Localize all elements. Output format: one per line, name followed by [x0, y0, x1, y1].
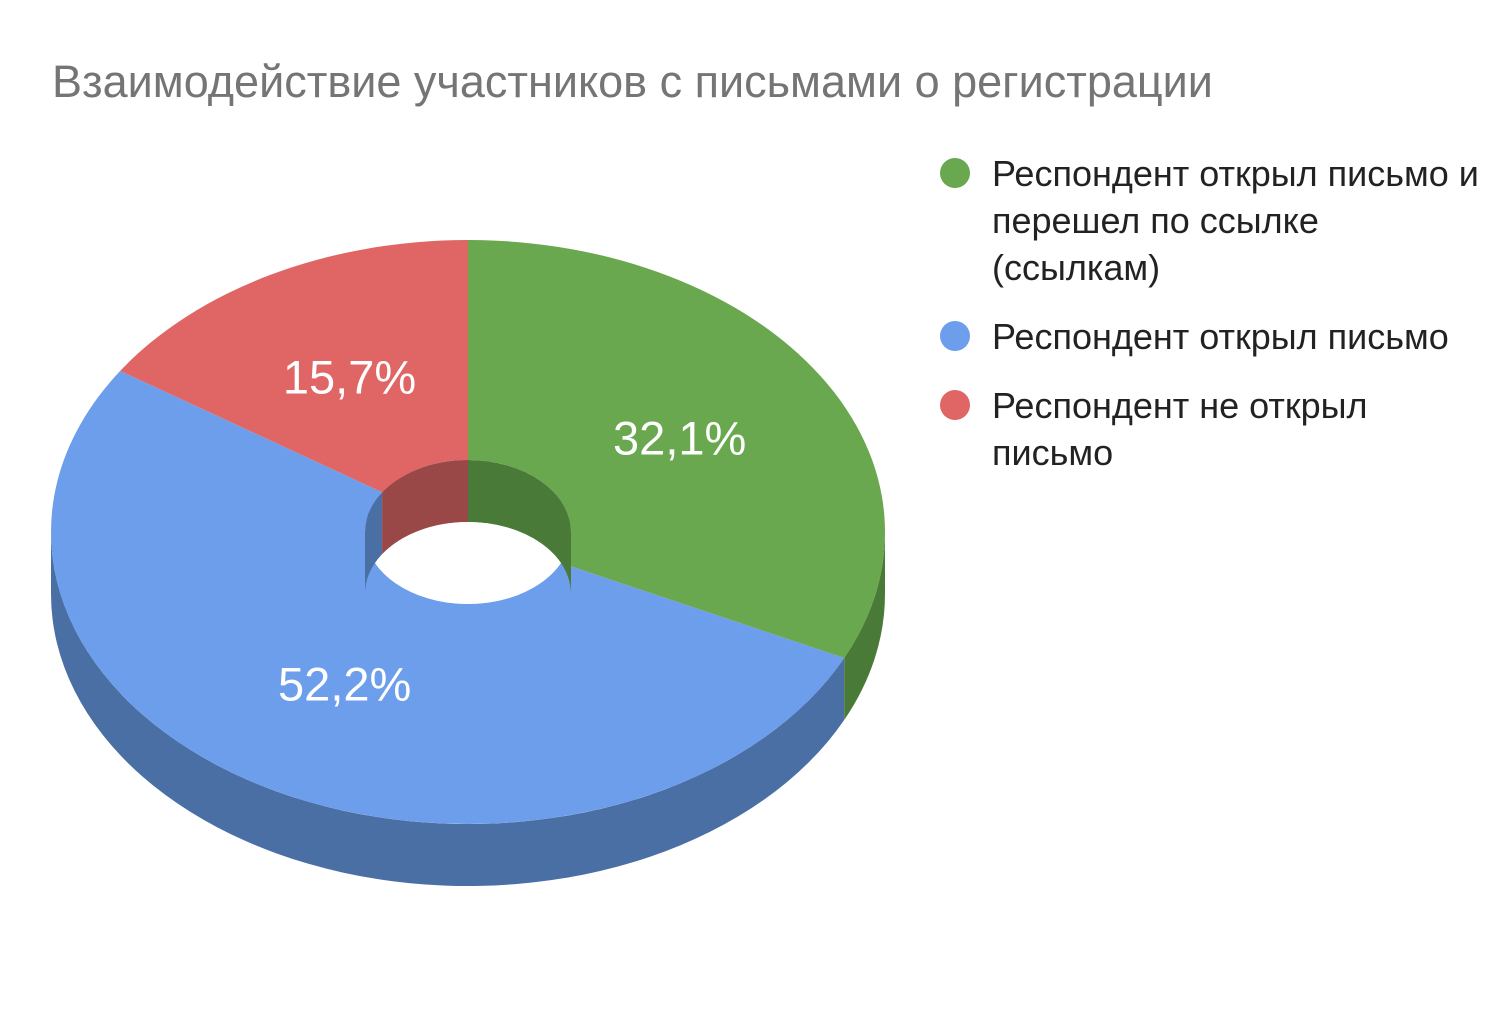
legend-label: Респондент не открыл письмо: [992, 385, 1368, 473]
legend-label: Респондент открыл письмо и перешел по сс…: [992, 153, 1479, 288]
legend-item[interactable]: Респондент открыл письмо и перешел по сс…: [940, 150, 1480, 291]
pie-side-0: [844, 532, 886, 720]
chart-title: Взаимодействие участников с письмами о р…: [52, 56, 1213, 107]
legend: Респондент открыл письмо и перешел по сс…: [940, 150, 1480, 498]
pie-hole-floor: [365, 522, 571, 604]
slice-label-2: 15,7%: [283, 351, 416, 404]
slice-label-1: 52,2%: [278, 658, 411, 711]
legend-label: Респондент открыл письмо: [992, 316, 1449, 357]
pie-hole-wall-1-0: [365, 492, 383, 594]
pie-side-1: [51, 532, 845, 887]
pie-sides: [51, 532, 886, 887]
pie-hole-wall-2-0: [382, 460, 468, 555]
pie-labels: 32,1% 52,2% 15,7%: [278, 351, 746, 711]
pie-slice-2[interactable]: [120, 240, 468, 493]
legend-item[interactable]: Респондент не открыл письмо: [940, 382, 1480, 476]
legend-swatch: [940, 390, 970, 420]
pie-slice-1[interactable]: [51, 370, 845, 824]
legend-swatch: [940, 321, 970, 351]
pie-slice-0[interactable]: [468, 239, 886, 658]
legend-item[interactable]: Респондент открыл письмо: [940, 313, 1480, 360]
legend-swatch: [940, 158, 970, 188]
pie-hole-walls: [365, 460, 571, 604]
pie-tops: [51, 239, 886, 824]
slice-label-0: 32,1%: [613, 412, 746, 465]
pie-hole-wall-0-0: [468, 460, 571, 594]
